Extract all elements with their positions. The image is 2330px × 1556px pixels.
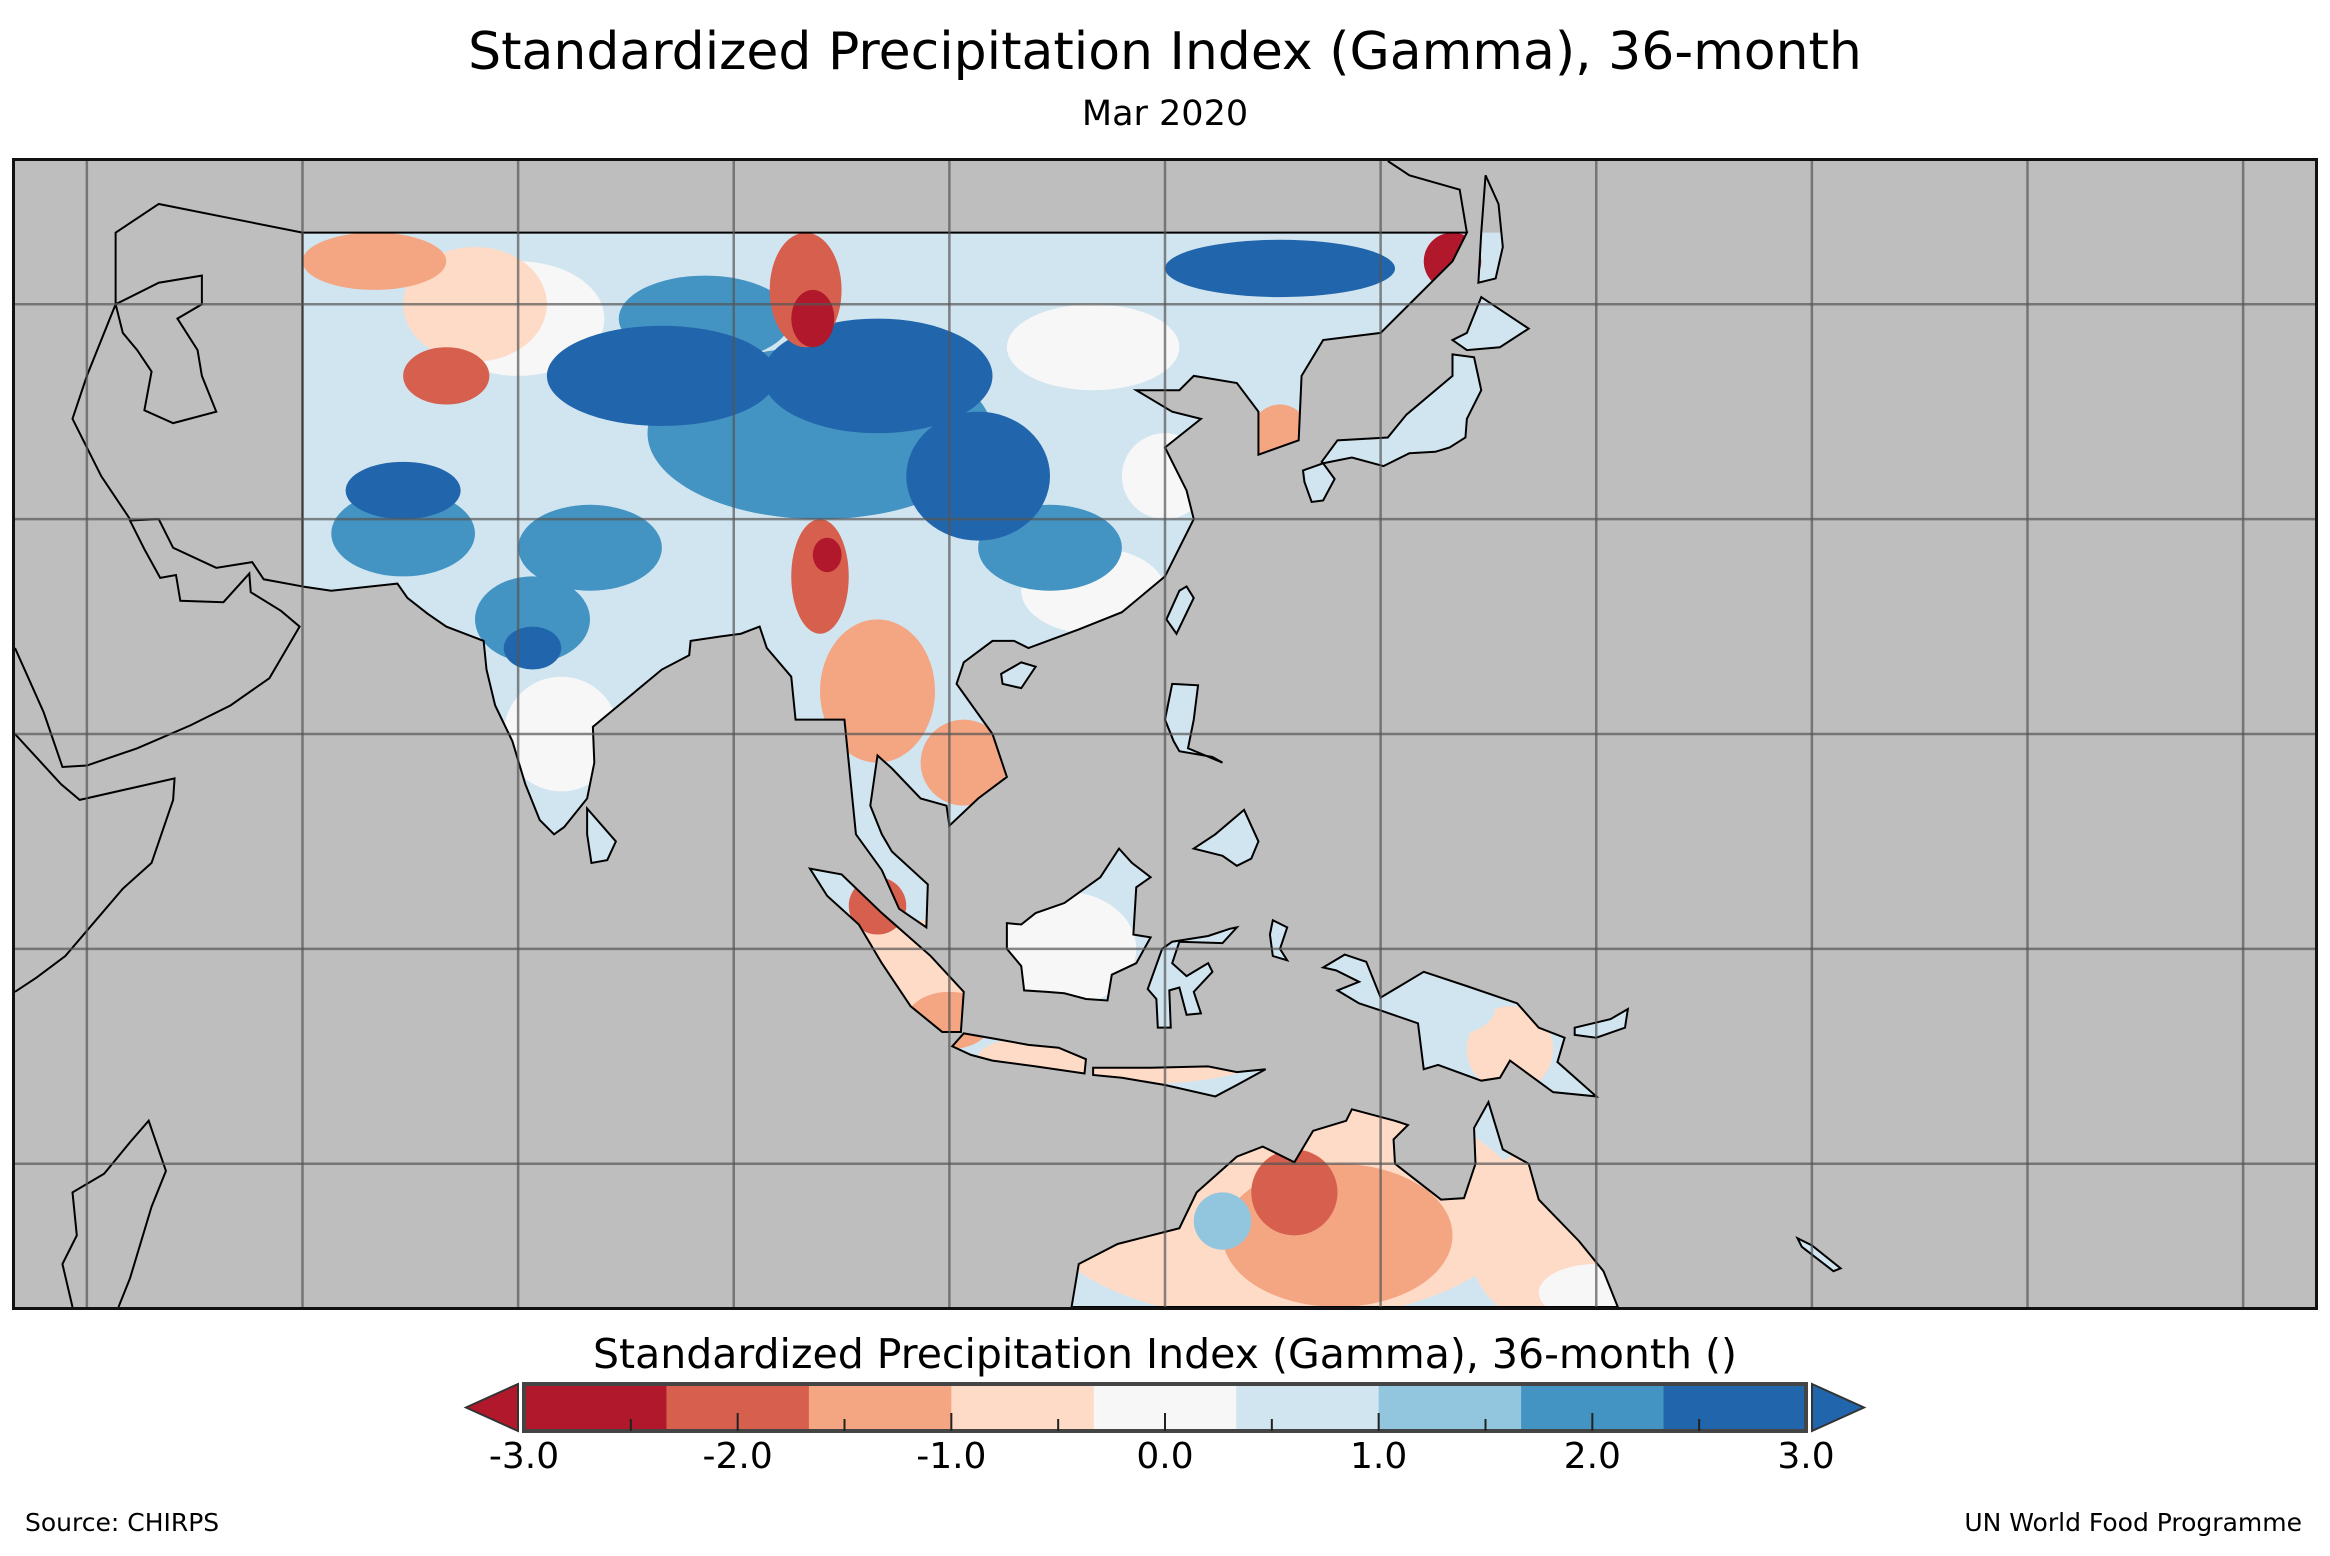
spi-anomaly-patch: [820, 619, 935, 763]
spi-anomaly-patch: [791, 519, 849, 634]
coastline-horn-of-africa: [15, 734, 175, 992]
coastline-new-guinea: [1323, 955, 1596, 1097]
spi-anomaly-patch: [834, 920, 1007, 1035]
colorbar-swatch: [1378, 1384, 1522, 1431]
colorbar: [463, 1382, 1867, 1433]
coastline-australia-north: [1072, 1102, 1618, 1307]
coastline-persian-gulf-iran: [73, 304, 131, 519]
colorbar-title: Standardized Precipitation Index (Gamma)…: [593, 1330, 1737, 1378]
colorbar-under-arrow: [463, 1382, 519, 1433]
colorbar-swatch: [951, 1384, 1095, 1431]
spi-anomaly-patch: [1165, 239, 1395, 298]
map-canvas: [15, 161, 2315, 1307]
coastline-arabia: [15, 519, 303, 767]
coastline-central-asia-border: [116, 204, 303, 304]
colorbar-tick-label: 3.0: [1777, 1436, 1835, 1477]
colorbar-swatch: [808, 1384, 952, 1431]
coastline-halmahera: [1270, 920, 1287, 960]
spi-anomaly-patch: [762, 318, 993, 434]
colorbar-tick-label: -2.0: [702, 1436, 773, 1477]
colorbar-swatch: [1663, 1384, 1807, 1431]
colorbar-swatch: [524, 1384, 667, 1431]
coastlines: [303, 175, 1841, 1307]
spi-data-layer: [302, 232, 1841, 1307]
coastline-siberia-coast: [1388, 161, 1467, 233]
spi-anomaly-patch: [1466, 1006, 1554, 1093]
coastline-caspian-sea: [116, 276, 217, 424]
colorbar-tick-label: -3.0: [488, 1436, 560, 1477]
spi-anomaly-patch: [1251, 1149, 1338, 1236]
coastline-taiwan: [1166, 586, 1193, 633]
coastlines-no-data: [15, 161, 1467, 1307]
spi-anomaly-patch: [1006, 304, 1180, 391]
colorbar-tick-label: -1.0: [916, 1436, 987, 1477]
coastline-luzon: [1165, 684, 1223, 763]
coastline-lesser-sunda: [1093, 1066, 1266, 1096]
spi-anomaly-patch: [1409, 977, 1496, 1035]
source-label: Source: CHIRPS: [25, 1508, 220, 1537]
credit-label: UN World Food Programme: [1964, 1508, 2302, 1537]
spi-anomaly-patch: [403, 347, 490, 405]
colorbar-tick-label: 2.0: [1563, 1436, 1621, 1477]
spi-anomaly-patch: [546, 325, 777, 427]
spi-anomaly-patch: [906, 411, 1050, 541]
spi-anomaly-patch: [791, 289, 835, 348]
spi-anomaly-patch: [518, 504, 662, 591]
map-subtitle: Mar 2020: [1081, 94, 1249, 134]
spi-anomaly-patch: [302, 232, 447, 290]
coastline-mindanao: [1194, 810, 1259, 866]
colorbar-tick-label: 0.0: [1136, 1436, 1194, 1477]
coastline-sakhalin: [1478, 175, 1502, 282]
coastline-borneo: [1007, 849, 1151, 1001]
coastline-honshu: [1322, 354, 1482, 466]
coastline-hokkaido: [1453, 297, 1529, 350]
coastline-java: [952, 1033, 1086, 1073]
spi-anomaly-patch: [812, 537, 842, 573]
spi-anomaly-patch: [920, 719, 1007, 806]
spi-anomaly-patch: [978, 1027, 1266, 1085]
colorbar-over-arrow: [1811, 1382, 1867, 1433]
colorbar-tick-label: 1.0: [1350, 1436, 1408, 1477]
coastline-hainan: [1001, 662, 1036, 688]
spi-anomaly-patch: [1193, 1192, 1252, 1250]
coastline-sri-lanka: [587, 808, 616, 862]
spi-anomaly-patch: [503, 626, 562, 670]
coastline-new-caledonia: [1798, 1238, 1841, 1271]
graticule: [15, 161, 2315, 1307]
coastline-sumatra: [810, 869, 964, 1032]
coastline-kyushu: [1303, 463, 1335, 502]
colorbar-swatch: [1236, 1384, 1380, 1431]
spi-anomaly-patch: [345, 461, 461, 520]
spi-anomaly-patch: [475, 576, 590, 663]
coastline-madagascar: [62, 1121, 166, 1307]
map-title: Standardized Precipitation Index (Gamma)…: [468, 22, 1862, 82]
spi-map: [12, 158, 2318, 1310]
coastline-asia-mainland: [303, 233, 1467, 928]
coastline-new-britain: [1575, 1009, 1628, 1038]
